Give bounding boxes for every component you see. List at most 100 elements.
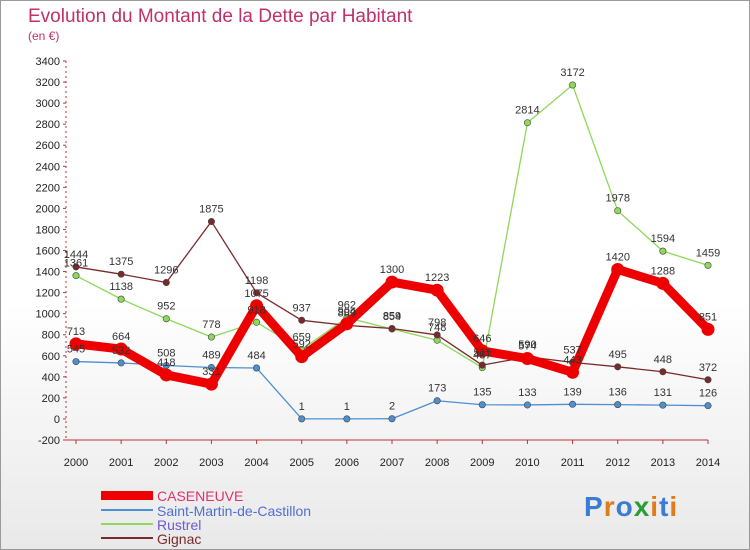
legend-swatch [101, 537, 153, 539]
data-label: 545 [67, 344, 85, 356]
data-labels-layer: 545 532 508 489 484 1 1 2 173 135 133 139 136 131 126 1… [64, 67, 720, 413]
legend-label: Gignac [157, 531, 202, 547]
data-point [343, 415, 351, 423]
data-point [614, 363, 622, 371]
data-point [298, 316, 306, 324]
logo-letter: t [659, 491, 670, 522]
data-label: 537 [563, 344, 581, 356]
x-tick-label: 2000 [64, 457, 88, 469]
data-point [569, 400, 577, 408]
data-point [385, 275, 399, 289]
data-label: 532 [112, 345, 130, 357]
y-tick-label: 2200 [36, 182, 60, 194]
data-label: 798 [428, 317, 446, 329]
data-label: 937 [293, 302, 311, 314]
legend-swatch [101, 509, 153, 511]
data-label: 448 [654, 354, 672, 366]
data-point [117, 270, 125, 278]
data-point [659, 401, 667, 409]
data-label: 962 [338, 300, 356, 312]
legend-swatch [101, 490, 153, 500]
data-point [207, 333, 215, 341]
data-point [117, 295, 125, 303]
data-label: 889 [338, 307, 356, 319]
logo-letter: x [633, 491, 651, 522]
logo-letter: r [603, 491, 616, 522]
data-label: 126 [699, 388, 717, 400]
data-point [69, 337, 83, 351]
data-label: 139 [563, 386, 581, 398]
data-label: 484 [247, 350, 265, 362]
data-label: 646 [473, 333, 491, 345]
data-label: 1 [344, 401, 350, 413]
y-tick-label: 3200 [36, 77, 60, 89]
data-point [611, 262, 625, 276]
data-label: 487 [473, 350, 491, 362]
data-label: 918 [247, 304, 265, 316]
data-point [523, 401, 531, 409]
data-label: 859 [383, 311, 401, 323]
y-tick-label: 1400 [36, 267, 60, 279]
data-point [659, 368, 667, 376]
data-label: 136 [609, 387, 627, 399]
data-label: 854 [383, 311, 401, 323]
data-label: 1420 [605, 251, 629, 263]
data-point [478, 401, 486, 409]
data-label: 1300 [380, 264, 404, 276]
data-point [72, 263, 80, 271]
y-tick-label: 800 [42, 330, 60, 342]
data-point [295, 350, 309, 364]
data-label: 1223 [425, 272, 449, 284]
data-point [340, 317, 354, 331]
data-label: 590 [518, 339, 536, 351]
chart-subtitle: (en €) [28, 29, 60, 43]
legend-label: CASENEUVE [157, 488, 244, 504]
x-tick-label: 2003 [199, 457, 223, 469]
data-point [388, 325, 396, 333]
data-point [569, 81, 577, 89]
data-label: 418 [157, 357, 175, 369]
proxiti-logo: Proxiti [584, 491, 678, 523]
legend-label: Rustrel [157, 517, 202, 533]
data-label: 489 [202, 349, 220, 361]
y-tick-label: 3400 [36, 56, 60, 68]
y-tick-label: 0 [54, 414, 60, 426]
data-label: 904 [338, 306, 356, 318]
data-label: 3172 [560, 67, 584, 79]
data-point [520, 352, 534, 366]
data-point [159, 368, 173, 382]
data-label: 713 [67, 326, 85, 338]
data-point [523, 119, 531, 127]
x-tick-label: 2012 [605, 457, 629, 469]
chart-axes: -200 0 200 400 600 800 1000 1200 1400 1600 1800 200… [36, 56, 721, 469]
data-point [433, 331, 441, 339]
data-point [614, 401, 622, 409]
data-label: 173 [428, 383, 446, 395]
data-label: 1594 [651, 233, 675, 245]
data-label: 1978 [605, 193, 629, 205]
data-point [388, 415, 396, 423]
data-label: 851 [699, 311, 717, 323]
x-tick-label: 2004 [244, 457, 268, 469]
data-label: 131 [654, 387, 672, 399]
x-tick-label: 2002 [154, 457, 178, 469]
data-point [162, 315, 170, 323]
y-tick-label: 1600 [36, 246, 60, 258]
data-label: 495 [609, 349, 627, 361]
logo-letter: o [615, 491, 634, 522]
x-tick-label: 2013 [651, 457, 675, 469]
data-point [207, 363, 215, 371]
data-label: 664 [112, 331, 130, 343]
data-point [704, 402, 712, 410]
data-point [704, 261, 712, 269]
data-label: 1444 [64, 249, 88, 261]
data-label: 1361 [64, 258, 88, 270]
data-point [430, 283, 444, 297]
data-label: 592 [293, 339, 311, 351]
data-label: 659 [293, 332, 311, 344]
y-tick-label: 2800 [36, 119, 60, 131]
data-point [298, 415, 306, 423]
data-label: 2 [389, 401, 395, 413]
data-label: 133 [518, 387, 536, 399]
